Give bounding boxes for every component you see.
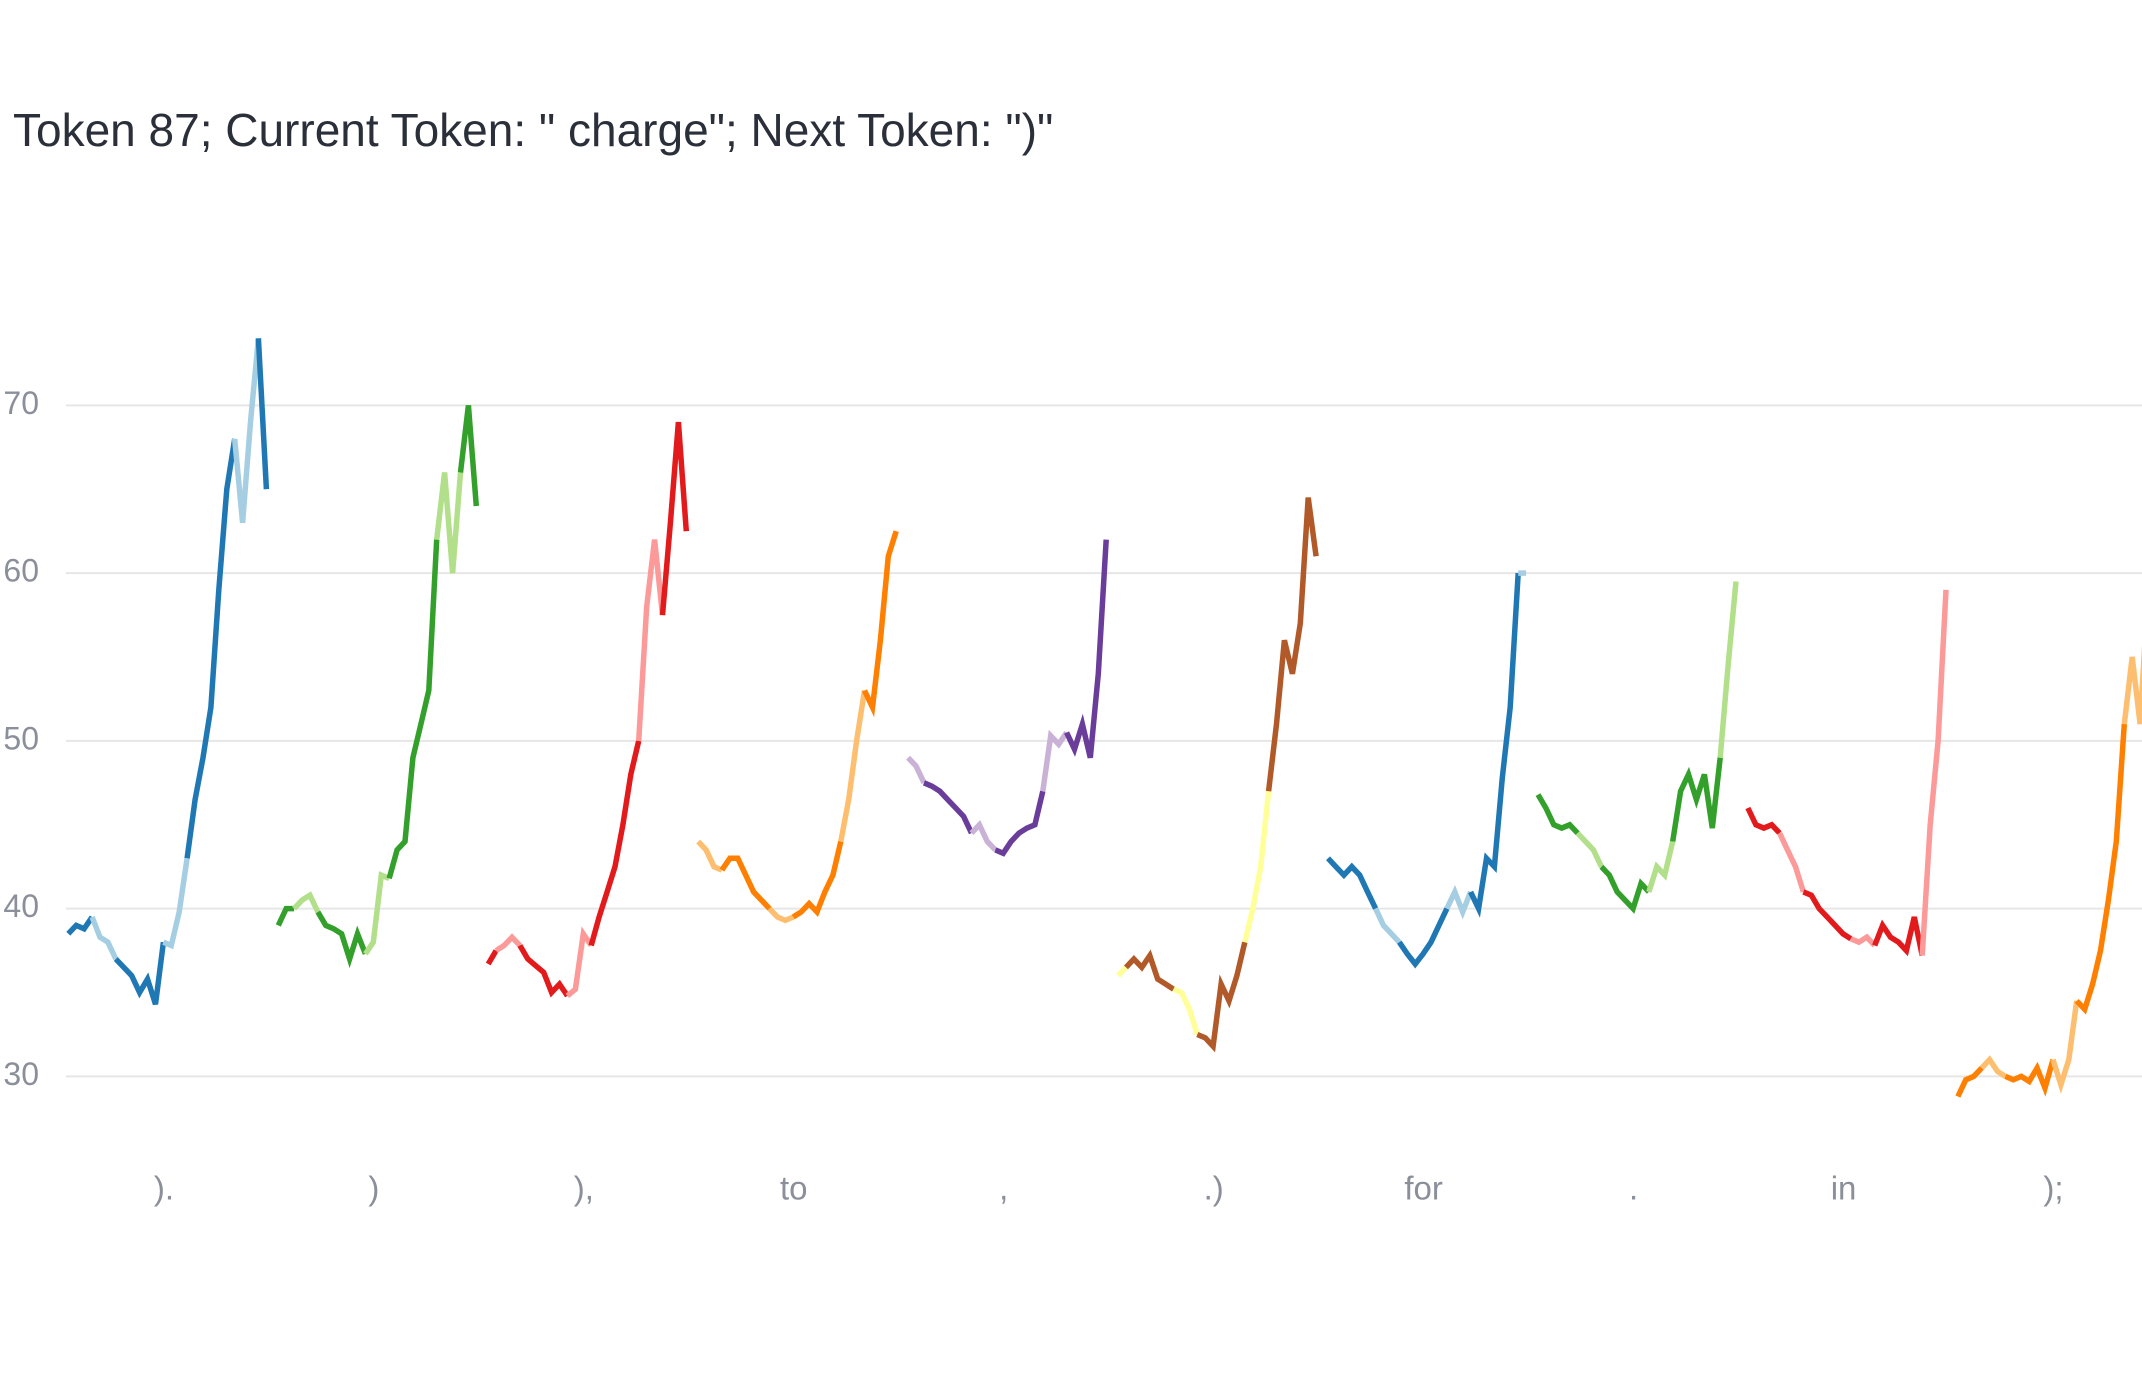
series-line: [2121, 645, 2142, 725]
series-line: [588, 740, 642, 947]
x-tick-label: ),: [574, 1170, 594, 1207]
y-tick-label: 60: [3, 553, 39, 589]
series-line: [255, 338, 270, 490]
y-tick-label: 50: [3, 720, 39, 756]
x-tick-label: );: [2043, 1170, 2063, 1207]
series-line: [565, 926, 594, 999]
series-line: [906, 755, 927, 784]
series-line: [386, 539, 440, 880]
series-line: [1919, 589, 1949, 956]
x-tick-label: .: [1629, 1170, 1638, 1207]
series-line: [1575, 831, 1604, 868]
y-tick-label: 70: [3, 385, 39, 421]
series-line: [2004, 1058, 2056, 1097]
series-line: [433, 472, 464, 574]
series-line: [485, 949, 499, 966]
x-tick-label: ): [368, 1170, 379, 1207]
series-line: [994, 790, 1046, 857]
series-line: [1444, 884, 1474, 920]
series-line: [1397, 907, 1450, 969]
series-line: [696, 839, 723, 873]
series-line: [1599, 864, 1651, 914]
series-line: [862, 530, 899, 718]
series-line: [767, 906, 795, 924]
series-line: [1373, 907, 1402, 945]
series-line: [113, 941, 167, 1006]
series-line: [1745, 806, 1782, 835]
series-line: [184, 438, 238, 859]
series-line: [1849, 933, 1877, 948]
series-line: [1535, 793, 1580, 835]
series-line: [1979, 1055, 2007, 1079]
series-line: [494, 933, 522, 953]
series-line: [838, 690, 868, 843]
series-line: [1955, 1066, 1984, 1098]
series-line: [659, 421, 690, 616]
series-line: [457, 405, 480, 507]
x-tick-label: in: [1831, 1170, 1857, 1207]
x-tick-label: ).: [154, 1170, 174, 1207]
series-line: [66, 915, 95, 936]
x-tick-label: for: [1404, 1170, 1443, 1207]
series-line: [1669, 757, 1723, 842]
series-line: [275, 905, 295, 927]
series-line: [635, 539, 666, 742]
series-line: [719, 855, 772, 911]
series-line: [1872, 916, 1925, 957]
x-tick-label: to: [780, 1170, 808, 1207]
series-line: [1777, 831, 1807, 893]
series-line: [791, 840, 844, 920]
series-line: [315, 910, 368, 969]
y-tick-label: 30: [3, 1056, 39, 1092]
series-line: [2050, 1000, 2080, 1094]
series-line: [89, 915, 119, 961]
series-line: [1116, 965, 1128, 978]
series-line: [1325, 856, 1379, 910]
series-line: [1040, 729, 1069, 792]
series-line: [969, 820, 998, 852]
series-line: [922, 780, 974, 835]
series-line: [1123, 949, 1175, 992]
x-tick-label: ,: [999, 1170, 1008, 1207]
series-line: [1646, 840, 1676, 893]
chart-title: Token 87; Current Token: " charge"; Next…: [13, 104, 1053, 156]
series-line: [162, 857, 190, 950]
series-line: [1172, 986, 1200, 1036]
series-line: [363, 871, 391, 956]
series-line: [2074, 723, 2128, 1015]
series-line: [1064, 539, 1109, 759]
series-line: [292, 891, 321, 914]
series-line: [1717, 581, 1739, 758]
series-line: [231, 338, 262, 524]
series-line: [1265, 497, 1319, 792]
series-line: [517, 944, 570, 998]
y-tick-label: 40: [3, 888, 39, 924]
series-line: [1468, 572, 1521, 918]
series-line: [1196, 941, 1248, 1053]
series-line: [1242, 790, 1272, 943]
x-tick-label: .): [1204, 1170, 1224, 1207]
series-line: [1802, 889, 1853, 942]
